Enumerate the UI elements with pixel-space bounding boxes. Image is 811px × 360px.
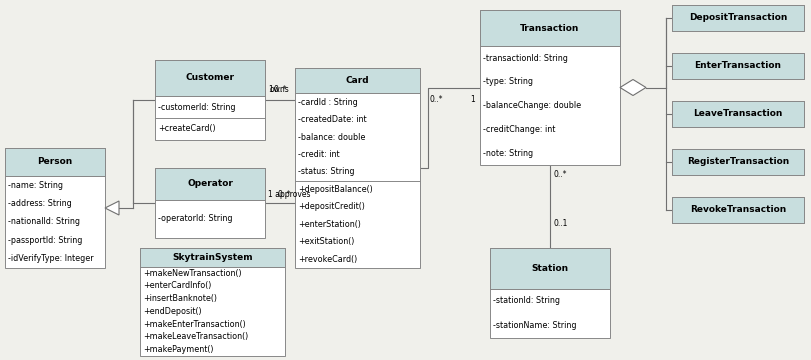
Text: +exitStation(): +exitStation() [298, 237, 354, 246]
Text: 0..*: 0..* [277, 190, 290, 199]
Bar [672, 5, 804, 31]
Text: -passportId: String: -passportId: String [8, 236, 83, 245]
Bar [672, 149, 804, 175]
Text: -customerId: String: -customerId: String [158, 103, 235, 112]
Text: -cardId : String: -cardId : String [298, 98, 358, 107]
Text: -status: String: -status: String [298, 167, 354, 176]
Text: SkytrainSystem: SkytrainSystem [172, 253, 253, 262]
Text: LeaveTransaction: LeaveTransaction [693, 109, 783, 118]
Bar [672, 53, 804, 79]
Bar [155, 60, 265, 140]
Bar [672, 101, 804, 127]
Text: Card: Card [345, 76, 369, 85]
Bar [490, 248, 610, 338]
Text: +createCard(): +createCard() [158, 125, 216, 134]
Text: +revokeCard(): +revokeCard() [298, 255, 358, 264]
Text: 1 approves: 1 approves [268, 190, 311, 199]
Text: -idVerifyType: Integer: -idVerifyType: Integer [8, 254, 93, 263]
Polygon shape [620, 80, 646, 95]
Text: 0..*: 0..* [553, 170, 567, 179]
Text: Customer: Customer [186, 73, 234, 82]
Text: +makeNewTransaction(): +makeNewTransaction() [143, 269, 242, 278]
Text: owns: owns [270, 85, 290, 94]
Text: -credit: int: -credit: int [298, 150, 340, 159]
Bar [490, 248, 610, 288]
Text: -note: String: -note: String [483, 149, 533, 158]
Text: +enterStation(): +enterStation() [298, 220, 361, 229]
Text: -stationId: String: -stationId: String [493, 296, 560, 305]
Text: +makePayment(): +makePayment() [143, 345, 213, 354]
Text: EnterTransaction: EnterTransaction [694, 62, 782, 71]
Bar [155, 60, 265, 96]
Text: Person: Person [37, 158, 73, 166]
Bar [155, 168, 265, 199]
Text: -operatorId: String: -operatorId: String [158, 214, 233, 223]
Text: 0..1: 0..1 [553, 219, 568, 228]
Bar [480, 10, 620, 165]
Text: +makeEnterTransaction(): +makeEnterTransaction() [143, 320, 246, 329]
Bar [155, 168, 265, 238]
Text: Operator: Operator [187, 179, 233, 188]
Text: Transaction: Transaction [521, 24, 580, 33]
Text: -nationalId: String: -nationalId: String [8, 217, 80, 226]
Bar [672, 101, 804, 127]
Bar [672, 197, 804, 223]
Text: 1: 1 [268, 85, 272, 94]
Text: -address: String: -address: String [8, 199, 71, 208]
Bar [5, 148, 105, 268]
Text: -creditChange: int: -creditChange: int [483, 125, 556, 134]
Text: -balance: double: -balance: double [298, 132, 366, 141]
Text: -balanceChange: double: -balanceChange: double [483, 101, 581, 110]
Text: +insertBanknote(): +insertBanknote() [143, 294, 217, 303]
Bar [672, 149, 804, 175]
Text: RegisterTransaction: RegisterTransaction [687, 158, 789, 166]
Bar [295, 68, 420, 94]
Text: 0..*: 0..* [273, 85, 286, 94]
Bar [140, 248, 285, 356]
Text: DepositTransaction: DepositTransaction [689, 13, 787, 22]
Text: +endDeposit(): +endDeposit() [143, 307, 202, 316]
Bar [672, 5, 804, 31]
Text: RevokeTransaction: RevokeTransaction [690, 206, 786, 215]
Text: +enterCardInfo(): +enterCardInfo() [143, 282, 212, 291]
Text: -stationName: String: -stationName: String [493, 321, 577, 330]
Text: -type: String: -type: String [483, 77, 533, 86]
Text: 0..*: 0..* [430, 94, 444, 104]
Polygon shape [105, 201, 119, 215]
Text: +makeLeaveTransaction(): +makeLeaveTransaction() [143, 332, 248, 341]
Text: 1: 1 [470, 94, 474, 104]
Text: -name: String: -name: String [8, 181, 63, 190]
Text: -createdDate: int: -createdDate: int [298, 115, 367, 124]
Text: +depositCredit(): +depositCredit() [298, 202, 365, 211]
Text: Station: Station [531, 264, 569, 273]
Bar [672, 53, 804, 79]
Bar [5, 148, 105, 176]
Bar [672, 197, 804, 223]
Text: -transactionId: String: -transactionId: String [483, 54, 568, 63]
Text: +depositBalance(): +depositBalance() [298, 185, 373, 194]
Bar [140, 248, 285, 267]
Bar [480, 10, 620, 46]
Bar [295, 68, 420, 268]
